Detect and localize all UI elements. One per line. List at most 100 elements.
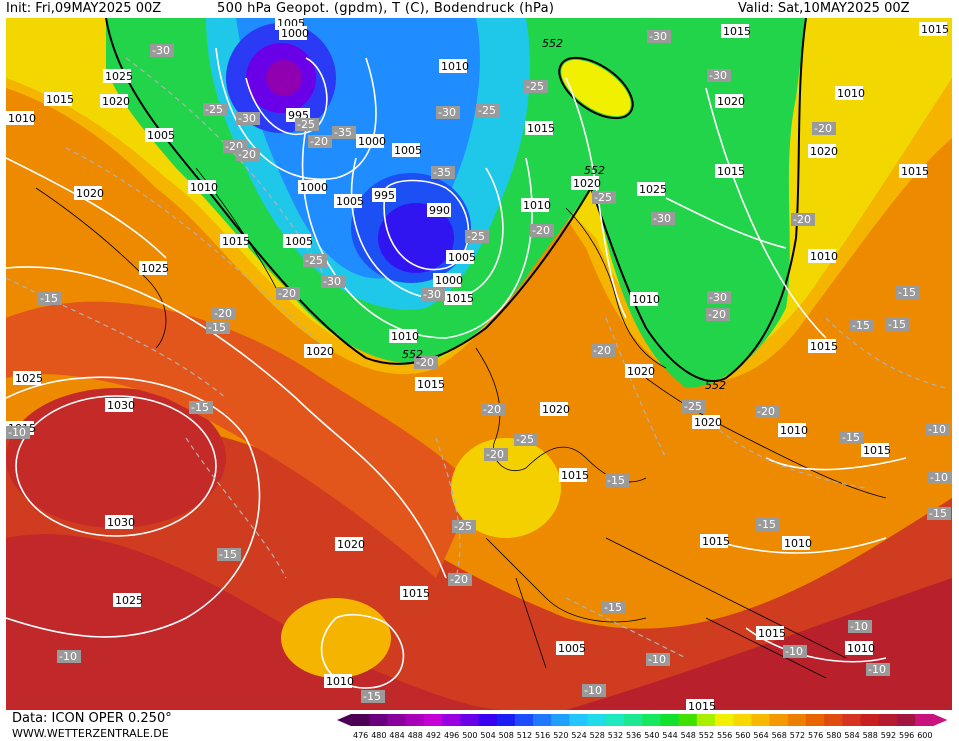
svg-text:-10: -10 [59, 650, 77, 663]
temperature-label: -30 [651, 212, 675, 225]
temperature-label: -10 [928, 471, 952, 484]
svg-text:1015: 1015 [446, 292, 474, 305]
svg-text:-20: -20 [214, 307, 232, 320]
temperature-label: -15 [38, 292, 62, 305]
svg-text:-25: -25 [526, 80, 544, 93]
svg-text:1025: 1025 [115, 594, 143, 607]
temperature-label: -20 [448, 573, 472, 586]
legend-swatch [787, 714, 807, 726]
svg-text:-30: -30 [323, 275, 341, 288]
legend-swatch [897, 714, 916, 726]
valid-time: Valid: Sat,10MAY2025 00Z [738, 1, 910, 16]
svg-text:1015: 1015 [901, 165, 929, 178]
pressure-label: 1005 [145, 128, 175, 142]
svg-text:-15: -15 [929, 507, 947, 520]
legend-swatch [460, 714, 479, 726]
svg-text:1010: 1010 [190, 181, 218, 194]
svg-text:-10: -10 [868, 663, 886, 676]
legend-swatch [678, 714, 698, 726]
temperature-label: -15 [850, 319, 874, 332]
pressure-label: 1015 [715, 164, 745, 178]
legend-swatch [496, 714, 516, 726]
pressure-label: 1020 [74, 186, 104, 200]
svg-text:-30: -30 [423, 288, 441, 301]
svg-text:1015: 1015 [417, 378, 445, 391]
svg-text:-25: -25 [454, 520, 472, 533]
pressure-label: 1000 [433, 273, 463, 287]
temperature-label: -25 [295, 118, 319, 131]
temperature-label: -30 [707, 69, 731, 82]
legend-tick-label: 532 [608, 731, 623, 740]
pressure-label: 1000 [298, 180, 328, 194]
temperature-label: -20 [812, 122, 836, 135]
legend-arrow-left [337, 714, 351, 726]
temperature-label: -30 [707, 291, 731, 304]
svg-text:1010: 1010 [837, 87, 865, 100]
legend-swatch [824, 714, 843, 726]
svg-text:1030: 1030 [107, 399, 135, 412]
legend-swatch [642, 714, 661, 726]
legend-swatch [369, 714, 388, 726]
pressure-label: 1000 [279, 26, 309, 40]
svg-text:-30: -30 [649, 30, 667, 43]
temperature-label: -30 [150, 44, 174, 57]
temperature-label: -20 [484, 448, 508, 461]
init-time: Init: Fri,09MAY2025 00Z [6, 1, 162, 16]
pressure-label: 1015 [525, 121, 555, 135]
svg-text:1015: 1015 [723, 25, 751, 38]
geopotential-field [6, 18, 952, 710]
legend-swatch [387, 714, 407, 726]
legend-tick-label: 528 [590, 731, 605, 740]
temperature-label: -20 [276, 287, 300, 300]
svg-text:1000: 1000 [281, 27, 309, 40]
pressure-label: 1005 [392, 143, 422, 157]
legend-swatch [915, 714, 934, 726]
pressure-label: 1025 [637, 182, 667, 196]
temperature-label: -35 [332, 126, 356, 139]
svg-text:1015: 1015 [222, 235, 250, 248]
svg-text:1005: 1005 [558, 642, 586, 655]
svg-text:-10: -10 [584, 684, 602, 697]
svg-text:-35: -35 [433, 166, 451, 179]
svg-text:-15: -15 [607, 474, 625, 487]
svg-text:1005: 1005 [448, 251, 476, 264]
legend-tick-label: 500 [462, 731, 477, 740]
svg-text:1010: 1010 [632, 293, 660, 306]
pressure-label: 1015 [444, 291, 474, 305]
svg-text:1000: 1000 [435, 274, 463, 287]
svg-text:1020: 1020 [694, 416, 722, 429]
temperature-label: -35 [431, 166, 455, 179]
legend-tick-label: 584 [844, 731, 859, 740]
pressure-label: 1020 [304, 344, 334, 358]
pressure-label: 1015 [899, 164, 929, 178]
svg-text:-20: -20 [416, 356, 434, 369]
svg-text:1015: 1015 [921, 23, 949, 36]
pressure-label: 1015 [559, 468, 589, 482]
temperature-label: -30 [421, 288, 445, 301]
svg-text:1015: 1015 [46, 93, 74, 106]
temperature-label: -10 [866, 663, 890, 676]
svg-text:1020: 1020 [627, 365, 655, 378]
legend-swatch [551, 714, 570, 726]
svg-text:-30: -30 [238, 112, 256, 125]
pressure-label: 1010 [324, 674, 354, 688]
temperature-label: -15 [605, 474, 629, 487]
weather-map: 1005 1000 1025 1015 1020 995 1010 1015 1… [5, 16, 952, 713]
temperature-label: -20 [755, 405, 779, 418]
svg-text:-10: -10 [8, 426, 26, 439]
svg-text:-15: -15 [191, 401, 209, 414]
legend-arrow-right [933, 714, 948, 726]
geopotential-label: 552 [584, 164, 605, 177]
svg-text:-15: -15 [852, 319, 870, 332]
temperature-label: -15 [206, 321, 230, 334]
pressure-label: 1010 [6, 111, 36, 125]
temperature-label: -20 [591, 344, 615, 357]
svg-text:-15: -15 [363, 690, 381, 703]
svg-text:1020: 1020 [102, 95, 130, 108]
pressure-label: 1025 [13, 371, 43, 385]
svg-text:1015: 1015 [810, 340, 838, 353]
svg-text:-20: -20 [757, 405, 775, 418]
chart-title: 500 hPa Geopot. (gpdm), T (C), Bodendruc… [217, 1, 555, 16]
svg-text:-20: -20 [310, 135, 328, 148]
temperature-label: -30 [436, 106, 460, 119]
